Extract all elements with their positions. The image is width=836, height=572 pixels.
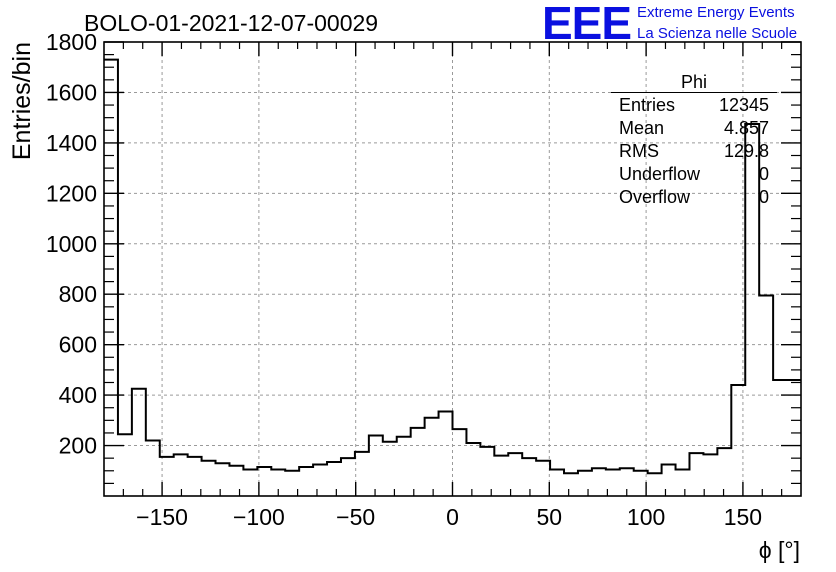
stats-value: 4.857 — [723, 118, 769, 138]
stats-row: Underflow 0 — [611, 163, 777, 186]
stats-name: Phi — [680, 72, 707, 92]
x-tick-label: 0 — [446, 504, 459, 530]
x-tick-label: −150 — [136, 504, 188, 530]
stats-value: 129.8 — [723, 141, 769, 161]
y-tick-label: 1400 — [46, 130, 97, 156]
logo-line-1: Extreme Energy Events — [637, 4, 795, 21]
y-tick-label: 1800 — [46, 29, 97, 55]
stats-row: RMS 129.8 — [611, 140, 777, 163]
y-tick-label: 200 — [59, 433, 97, 459]
histogram-series — [104, 58, 801, 475]
chart-title: BOLO-01-2021-12-07-00029 — [84, 10, 379, 36]
logo-line-2: La Scienza nelle Scuole — [637, 25, 798, 42]
stats-divider — [611, 92, 777, 93]
stats-key: RMS — [619, 141, 659, 161]
axis-ticks — [104, 41, 801, 496]
y-tick-label: 800 — [59, 281, 97, 307]
stats-row: Overflow 0 — [611, 186, 777, 209]
y-axis-title: Entries/bin — [8, 42, 36, 160]
stats-value: 0 — [758, 187, 769, 207]
stats-row: Entries 12345 — [611, 94, 777, 117]
y-tick-label: 1000 — [46, 231, 97, 257]
stats-row: Mean 4.857 — [611, 117, 777, 140]
x-tick-label: −100 — [233, 504, 285, 530]
x-tick-label: 50 — [537, 504, 563, 530]
x-tick-label: 150 — [724, 504, 762, 530]
stats-value: 12345 — [718, 95, 769, 115]
stats-key: Underflow — [619, 164, 701, 184]
x-tick-label: 100 — [627, 504, 665, 530]
y-tick-labels: 200 400 600 800 1000 1200 1400 1600 1800 — [46, 29, 97, 459]
stats-box: Phi Entries 12345 Mean 4.857 RMS 129.8 Underfl… — [611, 72, 777, 209]
x-tick-labels: −150 −100 −50 0 50 100 150 — [136, 504, 762, 530]
stats-key: Entries — [619, 95, 676, 115]
eee-logo: EEE — [542, 0, 632, 49]
y-tick-label: 1200 — [46, 180, 97, 206]
stats-value: 0 — [758, 164, 769, 184]
y-tick-label: 600 — [59, 332, 97, 358]
stats-key: Mean — [619, 118, 665, 138]
x-tick-label: −50 — [336, 504, 375, 530]
y-tick-label: 1600 — [46, 79, 97, 105]
stats-rows: Entries 12345 Mean 4.857 RMS 129.8 Underflow 0 O… — [611, 94, 777, 209]
stats-key: Overflow — [619, 187, 691, 207]
x-axis-title: ϕ [°] — [759, 537, 800, 563]
y-tick-label: 400 — [59, 382, 97, 408]
